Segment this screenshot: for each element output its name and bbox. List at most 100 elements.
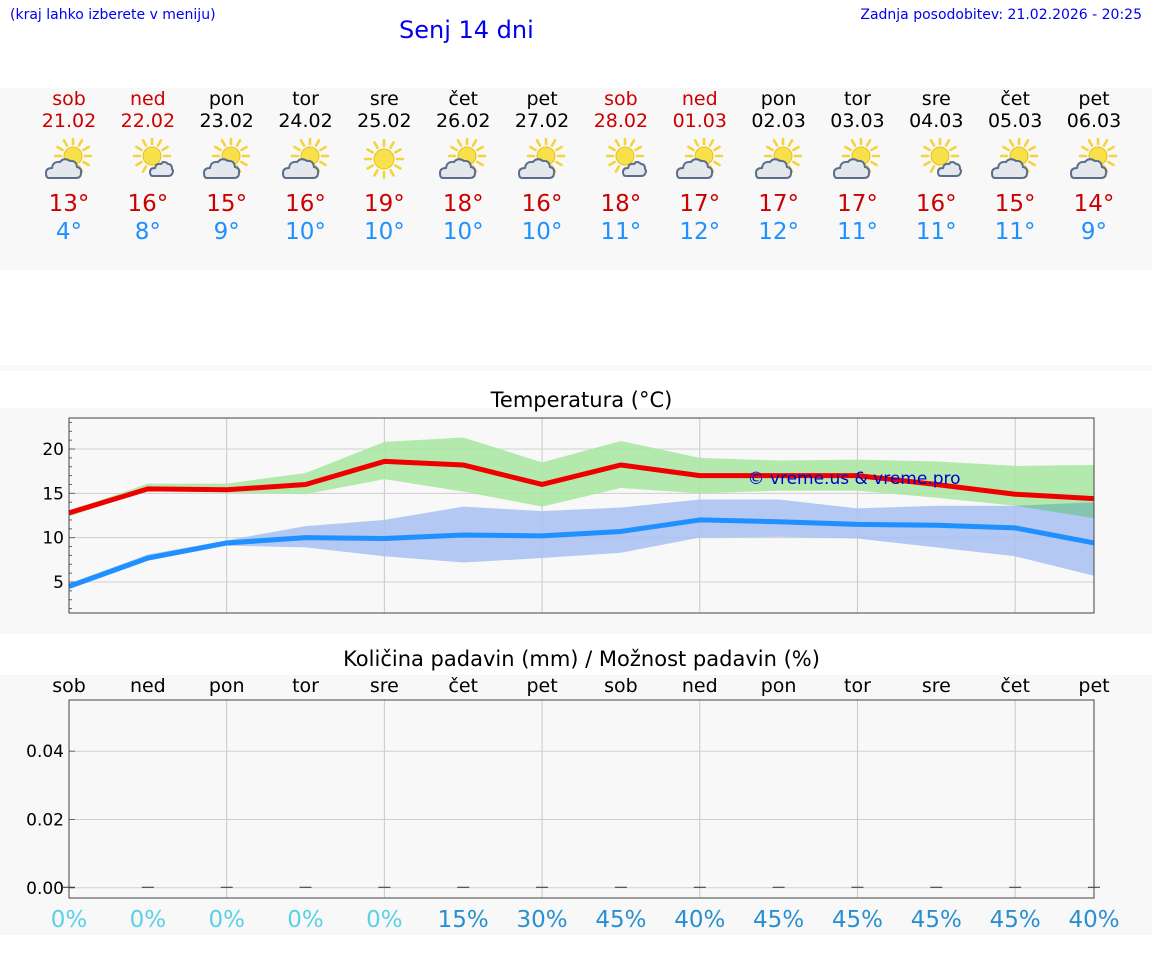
max-temp: 17°	[758, 191, 799, 217]
temperature-plot-frame	[68, 417, 1095, 614]
separator-band	[0, 365, 1152, 371]
day-name: pon	[760, 88, 797, 110]
day-date: 01.03	[672, 110, 727, 132]
max-temperature-line	[68, 458, 1095, 516]
precip-probability: 15%	[438, 907, 489, 933]
precip-day-label: sob	[52, 675, 86, 697]
day-name: pet	[1078, 88, 1110, 110]
max-temp: 17°	[837, 191, 878, 217]
precip-ytick-label: 0.02	[26, 810, 64, 830]
watermark: © vreme.us & vreme.pro	[747, 469, 960, 489]
day-column: čet 26.02 18° 10°	[423, 88, 503, 246]
day-column: pon 23.02 15° 9°	[187, 88, 267, 246]
precip-bar	[299, 886, 312, 888]
forecast-band	[0, 88, 1152, 270]
precip-day-label: sre	[922, 675, 951, 697]
day-column: ned 22.02 16° 8°	[108, 88, 188, 246]
max-temp: 16°	[285, 191, 326, 217]
day-column: sob 28.02 18° 11°	[581, 88, 661, 246]
day-date: 24.02	[278, 110, 333, 132]
min-temperature-line	[68, 517, 1095, 589]
day-date: 02.03	[751, 110, 806, 132]
day-date: 22.02	[120, 110, 176, 132]
partly-cloudy-icon	[833, 138, 881, 179]
day-date: 23.02	[199, 110, 254, 132]
location-hint: (kraj lahko izberete v meniju)	[10, 7, 216, 23]
day-column: pet 27.02 16° 10°	[502, 88, 582, 246]
day-column: tor 24.02 16° 10°	[266, 88, 346, 246]
precip-bar	[930, 886, 943, 888]
max-temp: 17°	[679, 191, 721, 217]
last-updated: Zadnja posodobitev: 21.02.2026 - 20:25	[860, 7, 1142, 23]
temperature-ytick-label: 15	[42, 484, 64, 504]
min-temp: 10°	[521, 219, 563, 245]
precip-bar	[693, 886, 706, 888]
day-name: pet	[526, 88, 558, 110]
precip-bar	[378, 886, 391, 888]
precip-probability: 45%	[911, 907, 962, 933]
day-name: pon	[208, 88, 245, 110]
day-date: 06.03	[1066, 110, 1122, 132]
max-temp: 16°	[915, 191, 957, 217]
sun-behind-small-cloud-icon	[132, 138, 174, 177]
day-name: čet	[1000, 88, 1030, 110]
max-temp: 14°	[1073, 191, 1115, 217]
sun-behind-small-cloud-icon	[605, 138, 647, 177]
day-name: čet	[448, 88, 479, 110]
day-name: tor	[844, 88, 871, 110]
max-temp: 18°	[600, 191, 642, 217]
page-title: Senj 14 dni	[399, 16, 534, 44]
precip-day-label: ned	[130, 675, 166, 697]
precip-day-label: tor	[292, 675, 319, 697]
max-range-band	[69, 437, 1094, 519]
day-column: pon 02.03 17° 12°	[739, 88, 819, 246]
precip-day-label: čet	[448, 675, 478, 697]
day-column: pet 06.03 14° 9°	[1054, 88, 1134, 246]
max-temp: 19°	[363, 191, 405, 217]
precip-day-label: tor	[844, 675, 871, 697]
precip-bar	[141, 886, 154, 888]
precip-bar	[1009, 886, 1022, 888]
precip-ytick-label: 0.04	[26, 742, 64, 762]
partly-cloudy-icon	[44, 138, 93, 179]
max-temp: 16°	[521, 191, 563, 217]
precip-day-label: pet	[526, 675, 557, 697]
day-date: 05.03	[987, 110, 1043, 132]
day-column: sob 21.02 13° 4°	[29, 88, 109, 246]
day-name: sre	[921, 88, 951, 110]
precip-probability: 45%	[753, 907, 804, 933]
day-name: sre	[369, 88, 399, 110]
min-temp: 10°	[285, 219, 326, 245]
min-temp: 9°	[1080, 219, 1108, 245]
precip-probability: 0%	[208, 907, 245, 933]
temperature-ytick-label: 10	[42, 529, 64, 549]
day-name: ned	[681, 88, 718, 110]
day-date: 27.02	[514, 110, 570, 132]
partly-cloudy-icon	[991, 138, 1039, 179]
partly-cloudy-icon	[754, 138, 802, 179]
partly-cloudy-icon	[518, 138, 566, 179]
precip-day-label: sob	[604, 675, 638, 697]
precipitation-plot-frame	[68, 699, 1095, 899]
precip-bar	[220, 886, 233, 888]
day-date: 03.03	[830, 110, 885, 132]
max-temp: 16°	[127, 191, 169, 217]
temperature-chart-title: Temperatura (°C)	[490, 388, 673, 412]
precip-probability: 40%	[1068, 907, 1119, 933]
day-column: tor 03.03 17° 11°	[817, 88, 897, 246]
precipitation-chart: sob ned pon tor sre čet pet sob ned pon tor sre čet p…	[26, 675, 1119, 933]
precip-ytick-label: 0.00	[26, 879, 64, 899]
day-column: ned 01.03 17° 12°	[660, 88, 740, 246]
precip-probability: 0%	[130, 907, 167, 933]
day-name: sob	[52, 88, 86, 110]
max-temp: 18°	[442, 191, 484, 217]
precip-probability: 45%	[832, 907, 883, 933]
min-temp: 12°	[679, 219, 721, 245]
min-temp: 11°	[994, 219, 1036, 245]
precip-bar	[457, 886, 470, 888]
min-temp: 10°	[363, 219, 405, 245]
max-temp: 15°	[994, 191, 1036, 217]
day-name: tor	[292, 88, 319, 110]
precip-probability: 0%	[287, 907, 324, 933]
precip-probability: 45%	[990, 907, 1041, 933]
